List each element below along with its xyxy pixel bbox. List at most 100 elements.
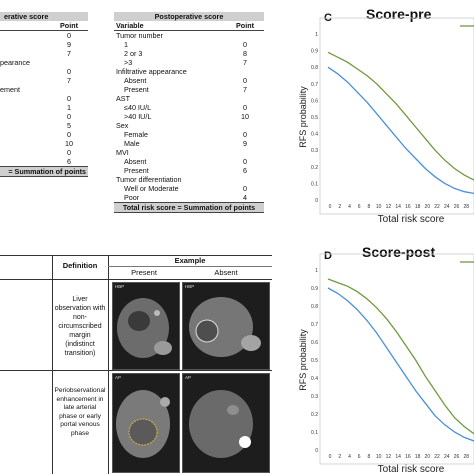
postop-row: MVI xyxy=(114,148,264,157)
postop-point-cell xyxy=(226,121,264,130)
postop-row: Present 7 xyxy=(114,85,264,94)
y-tick-label: 0 xyxy=(315,448,318,454)
col-absent: Absent xyxy=(214,268,238,277)
postop-subheader-row: Variable Point xyxy=(114,21,264,31)
postop-row: Infiltrative appearance xyxy=(114,67,264,76)
preop-variable-cell xyxy=(0,40,50,49)
preop-table: erative score Point 0 9 7 pearance 0 7 ement 0 1… xyxy=(0,12,88,177)
postop-row: Tumor number xyxy=(114,31,264,41)
y-tick-label: 1 xyxy=(315,32,318,38)
x-tick-label: 14 xyxy=(395,204,401,210)
postop-point-cell xyxy=(226,31,264,41)
panel-d: D Score-post 0 0.1 0.2 0.3 0.4 0.5 0.6 0.7 0.8 0.… xyxy=(282,242,474,474)
postop-point-cell: 0 xyxy=(243,40,247,49)
postop-row: 2 or 3 8 xyxy=(114,49,264,58)
preop-row: 0 xyxy=(0,148,88,157)
x-tick-label: 22 xyxy=(434,204,440,210)
postop-variable-cell: Absent xyxy=(124,157,147,166)
preop-row: 0 xyxy=(0,67,88,76)
postoperative-score-table: Postoperative score Variable Point Tumor… xyxy=(114,12,264,213)
preop-variable-cell xyxy=(0,67,50,76)
preop-footer-row: = Summation of points xyxy=(0,166,88,177)
chart-d-svg: 00.10.20.30.40.50.60.70.80.910 2 4 6 8 10 12 14… xyxy=(298,253,474,474)
postop-footer: Total risk score = Summation of points xyxy=(114,202,264,213)
x-tick-label: 6 xyxy=(358,454,361,460)
y-tick-label: 0.9 xyxy=(311,286,318,292)
postop-variable-cell: 1 xyxy=(124,40,128,49)
preop-point-cell: 0 xyxy=(67,94,71,103)
x-tick-label: 0 xyxy=(329,454,332,460)
preop-variable-cell xyxy=(0,121,50,130)
postop-row: AST xyxy=(114,94,264,103)
x-axis-label: Total risk score xyxy=(378,464,445,474)
postop-variable-cell: ≤40 IU/L xyxy=(124,103,152,112)
preop-variable-cell xyxy=(0,112,50,121)
x-tick-label: 24 xyxy=(444,454,450,460)
postop-point-cell: 0 xyxy=(243,103,247,112)
postop-variable-cell: 2 or 3 xyxy=(124,49,143,58)
preop-variable-cell xyxy=(0,148,50,157)
series-line-2 xyxy=(327,287,474,442)
x-tick-label: 2 xyxy=(338,454,341,460)
postop-header: Postoperative score xyxy=(114,12,264,21)
preop-row: 0 xyxy=(0,94,88,103)
mri-label: HBP xyxy=(185,284,195,289)
preop-point-cell: 6 xyxy=(67,157,71,166)
col-definition: Definition xyxy=(62,261,98,270)
preop-row: 9 xyxy=(0,40,88,49)
y-tick-label: 0.9 xyxy=(311,49,318,55)
postop-row: Absent 0 xyxy=(114,157,264,166)
postop-variable-cell: Poor xyxy=(124,193,140,202)
x-tick-label: 28 xyxy=(463,454,469,460)
imaging-feature-table: Definition Example Present Absent Liver … xyxy=(0,255,272,474)
x-tick-label: 4 xyxy=(348,204,351,210)
preop-point-cell xyxy=(50,58,88,67)
postop-variable-cell: Present xyxy=(124,85,149,94)
series-line-1 xyxy=(327,51,474,181)
postop-variable-cell: Present xyxy=(124,166,149,175)
x-tick-label: 10 xyxy=(376,454,382,460)
postop-point-cell: 9 xyxy=(243,139,247,148)
postop-footer-row: Total risk score = Summation of points xyxy=(114,202,264,213)
postop-point-cell: 0 xyxy=(243,184,247,193)
preop-variable-cell xyxy=(0,103,50,112)
preop-row: 1 xyxy=(0,103,88,112)
preop-point-cell: 0 xyxy=(67,67,71,76)
y-tick-label: 0.3 xyxy=(311,148,318,154)
postop-point-cell: 8 xyxy=(243,49,247,58)
x-tick-label: 22 xyxy=(434,454,440,460)
x-tick-label: 8 xyxy=(368,454,371,460)
postop-point-cell: 0 xyxy=(243,130,247,139)
y-tick-label: 0.4 xyxy=(311,132,318,138)
y-tick-label: 0.5 xyxy=(311,358,318,364)
y-tick-label: 0.3 xyxy=(311,394,318,400)
y-tick-label: 0 xyxy=(315,198,318,204)
postop-col-point: Point xyxy=(226,21,264,31)
x-tick-label: 28 xyxy=(463,204,469,210)
x-tick-label: 16 xyxy=(405,204,411,210)
postop-row: Female 0 xyxy=(114,130,264,139)
x-tick-label: 16 xyxy=(405,454,411,460)
postop-point-cell: 4 xyxy=(243,193,247,202)
panel-d-letter: D xyxy=(324,250,332,262)
preop-row: 6 xyxy=(0,157,88,167)
x-tick-label: 18 xyxy=(415,454,421,460)
postop-row: Male 9 xyxy=(114,139,264,148)
preop-row: 7 xyxy=(0,49,88,58)
y-tick-label: 0.8 xyxy=(311,304,318,310)
row1-definition: Liver observation with non-circumscribed… xyxy=(54,296,106,357)
postop-row: ≤40 IU/L 0 xyxy=(114,103,264,112)
plot-frame xyxy=(319,17,474,215)
preop-variable-cell: pearance xyxy=(0,58,30,67)
y-tick-label: 0.1 xyxy=(311,181,318,187)
y-tick-label: 0.1 xyxy=(311,430,318,436)
preop-point-cell: 10 xyxy=(65,139,73,148)
preop-point-cell: 5 xyxy=(67,121,71,130)
preop-variable-cell xyxy=(0,94,50,103)
postop-body: Tumor number 1 0 2 or 3 8 >3 7 Infiltrative app… xyxy=(114,31,264,203)
postop-point-cell: 7 xyxy=(243,85,247,94)
chart-d-title: Score-post xyxy=(362,244,436,260)
x-tick-label: 26 xyxy=(454,454,460,460)
mri-present-row2: AP xyxy=(112,373,180,473)
